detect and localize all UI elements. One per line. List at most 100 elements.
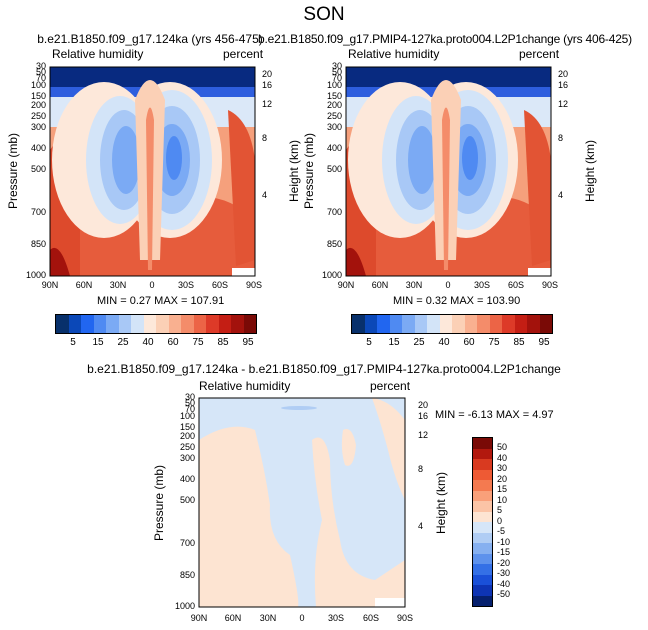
xtick-0: 0 <box>149 280 155 290</box>
colorbar-swatch <box>473 532 492 543</box>
colorbar-label: 10 <box>497 495 508 505</box>
xtick-90S: 90S <box>541 280 558 290</box>
panel-3-stats: MIN = -6.13 MAX = 4.97 <box>435 409 554 421</box>
colorbar-swatch <box>93 315 106 333</box>
colorbar-swatch <box>143 315 156 333</box>
colorbar-swatch <box>414 315 427 333</box>
y2tick-8: 8 <box>558 133 564 143</box>
colorbar-swatch <box>473 480 492 491</box>
ytick-250: 250 <box>326 111 342 121</box>
panel-3-units-label: percent <box>370 379 411 393</box>
ytick-500: 500 <box>179 495 195 505</box>
xtick-90S: 90S <box>396 613 413 623</box>
xtick-60N: 60N <box>75 280 93 290</box>
colorbar-swatch <box>473 543 492 554</box>
page-title: SON <box>303 4 345 25</box>
y2tick-12: 12 <box>418 430 429 440</box>
colorbar-swatch <box>473 490 492 501</box>
colorbar-swatch <box>527 315 540 333</box>
y2tick-12: 12 <box>558 99 569 109</box>
colorbar-label: 15 <box>388 337 400 348</box>
panel-2-variable-label: Relative humidity <box>348 47 440 61</box>
colorbar-swatch <box>231 315 244 333</box>
xtick-30S: 30S <box>327 613 344 623</box>
colorbar-swatch <box>389 315 402 333</box>
ytick-400: 400 <box>179 474 195 484</box>
colorbar-swatch <box>473 438 492 449</box>
colorbar-label: 0 <box>497 516 503 526</box>
ytick-200: 200 <box>179 431 195 441</box>
ytick-700: 700 <box>326 207 342 217</box>
ytick-100: 100 <box>30 80 46 90</box>
ytick-50: 50 <box>35 67 46 77</box>
colorbar-label: -50 <box>497 589 511 599</box>
y2tick-16: 16 <box>558 80 569 90</box>
colorbar-swatch <box>81 315 94 333</box>
colorbar-swatch <box>439 315 452 333</box>
panel-3-variable-label: Relative humidity <box>199 379 291 393</box>
ytick-250: 250 <box>30 111 46 121</box>
colorbar-label: 25 <box>413 337 425 348</box>
xtick-60S: 60S <box>211 280 228 290</box>
ytick-50: 50 <box>184 398 195 408</box>
panel-1-colorbar <box>55 314 257 334</box>
panel-3-colorbar <box>472 437 493 607</box>
ytick-30: 30 <box>331 61 342 71</box>
colorbar-swatch <box>473 595 492 606</box>
colorbar-label: 95 <box>538 337 550 348</box>
panel-1-stats: MIN = 0.27 MAX = 107.91 <box>97 295 225 307</box>
ytick-200: 200 <box>30 100 46 110</box>
xtick-30S: 30S <box>177 280 194 290</box>
colorbar-swatch <box>489 315 502 333</box>
ytick-1000: 1000 <box>321 270 342 280</box>
y2tick-12: 12 <box>262 99 273 109</box>
panel-2-units-label: percent <box>519 47 560 61</box>
ytick-70: 70 <box>331 73 342 83</box>
colorbar-swatch <box>473 553 492 564</box>
colorbar-label: -40 <box>497 579 511 589</box>
colorbar-swatch <box>452 315 465 333</box>
xtick-30N: 30N <box>109 280 127 290</box>
panel-2-field <box>346 67 551 276</box>
ytick-150: 150 <box>179 422 195 432</box>
ytick-850: 850 <box>30 239 46 249</box>
colorbar-swatch <box>156 315 169 333</box>
y2tick-16: 16 <box>418 411 429 421</box>
colorbar-label: 15 <box>92 337 104 348</box>
colorbar-swatch <box>514 315 527 333</box>
colorbar-swatch <box>402 315 415 333</box>
colorbar-label: -30 <box>497 568 511 578</box>
colorbar-label: 50 <box>497 442 508 452</box>
panel-3-field <box>199 398 405 607</box>
ytick-150: 150 <box>326 91 342 101</box>
colorbar-swatch <box>193 315 206 333</box>
ytick-30: 30 <box>35 61 46 71</box>
colorbar-swatch <box>168 315 181 333</box>
y2tick-20: 20 <box>558 69 569 79</box>
colorbar-label: 75 <box>192 337 204 348</box>
colorbar-swatch <box>206 315 219 333</box>
colorbar-swatch <box>464 315 477 333</box>
ytick-250: 250 <box>179 442 195 452</box>
ytick-30: 30 <box>184 392 195 402</box>
ytick-300: 300 <box>179 453 195 463</box>
colorbar-label: 60 <box>463 337 475 348</box>
panel-2-title: b.e21.B1850.f09_g17.PMIP4-127ka.proto004… <box>258 32 632 46</box>
colorbar-label: 30 <box>497 463 508 473</box>
panel-1-title: b.e21.B1850.f09_g17.124ka (yrs 456-475) <box>37 32 263 46</box>
colorbar-swatch <box>118 315 131 333</box>
colorbar-swatch <box>473 459 492 470</box>
panel-1-variable-label: Relative humidity <box>52 47 144 61</box>
ytick-70: 70 <box>35 73 46 83</box>
ytick-1000: 1000 <box>25 270 46 280</box>
y2tick-4: 4 <box>262 190 268 200</box>
y2tick-16: 16 <box>262 80 273 90</box>
colorbar-label: -10 <box>497 537 511 547</box>
ytick-700: 700 <box>30 207 46 217</box>
colorbar-swatch <box>243 315 256 333</box>
ytick-500: 500 <box>30 164 46 174</box>
ytick-850: 850 <box>326 239 342 249</box>
y2tick-4: 4 <box>418 521 424 531</box>
colorbar-label: 85 <box>217 337 229 348</box>
